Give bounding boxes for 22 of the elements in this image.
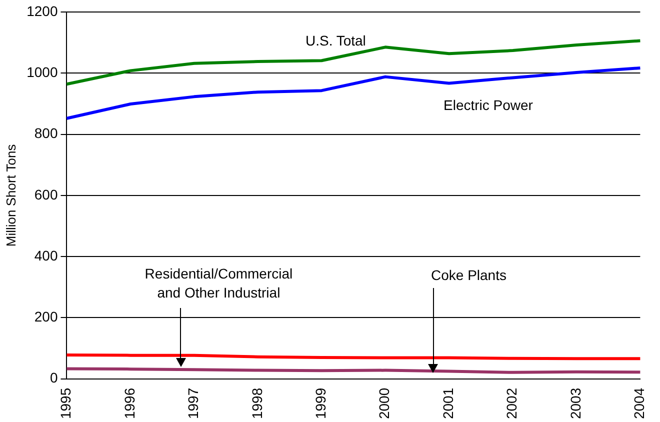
y-tick-label: 0 xyxy=(50,370,58,386)
x-tick-label: 2003 xyxy=(567,388,584,420)
x-tick-label: 1995 xyxy=(58,388,74,420)
y-tick-label: 1200 xyxy=(26,2,58,19)
x-tick-label: 1997 xyxy=(185,388,202,420)
y-tick-label: 600 xyxy=(34,186,58,202)
annotation: U.S. Total xyxy=(305,32,366,49)
x-tick-label: 2000 xyxy=(376,388,392,420)
y-tick-label: 400 xyxy=(34,247,58,264)
x-tick-label: 2004 xyxy=(631,388,648,420)
x-tick-label: 1996 xyxy=(121,388,138,420)
y-axis-title: Million Short Tons xyxy=(3,144,18,247)
x-tick-label: 1998 xyxy=(248,388,265,420)
annotation: Electric Power xyxy=(444,96,534,113)
x-tick-label: 2001 xyxy=(440,388,456,420)
annotation: Coke Plants xyxy=(430,266,506,283)
x-tick-label: 2002 xyxy=(504,388,520,420)
y-tick-label: 1000 xyxy=(26,64,58,80)
y-tick-label: 800 xyxy=(34,125,58,142)
x-tick-label: 1999 xyxy=(312,388,328,420)
annotation: Residential/Commercial and Other Industrial xyxy=(144,266,293,301)
y-tick-label: 200 xyxy=(34,308,58,325)
